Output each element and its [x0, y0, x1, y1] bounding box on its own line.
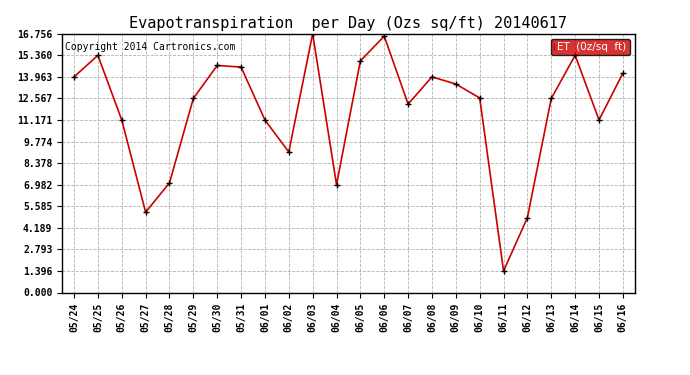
Legend: ET  (0z/sq  ft): ET (0z/sq ft): [551, 39, 629, 55]
Text: Copyright 2014 Cartronics.com: Copyright 2014 Cartronics.com: [65, 42, 235, 51]
Title: Evapotranspiration  per Day (Ozs sq/ft) 20140617: Evapotranspiration per Day (Ozs sq/ft) 2…: [130, 16, 567, 31]
